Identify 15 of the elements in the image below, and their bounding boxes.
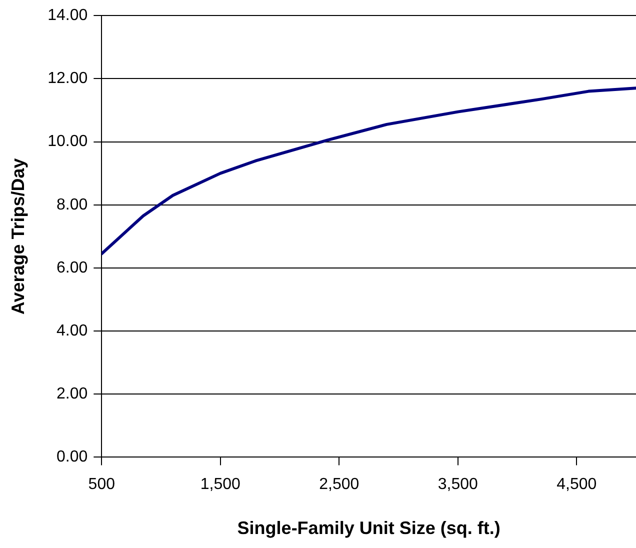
x-tick-label: 4,500 (556, 476, 597, 494)
x-tick-label: 2,500 (319, 476, 360, 494)
y-tick-label: 4.00 (56, 322, 88, 340)
y-tick-label: 12.00 (48, 70, 88, 88)
y-axis-title: Average Trips/Day (8, 158, 28, 315)
x-tick-label: 500 (88, 476, 116, 494)
y-tick-label: 8.00 (56, 196, 88, 214)
x-axis-title: Single-Family Unit Size (sq. ft.) (237, 518, 500, 538)
y-tick-label: 14.00 (48, 7, 88, 24)
x-tick-label: 3,500 (438, 476, 478, 494)
y-tick-label: 0.00 (56, 448, 88, 466)
y-tick-label: 10.00 (48, 133, 88, 150)
x-tick-label: 1,500 (200, 476, 241, 494)
y-tick-label: 2.00 (56, 386, 88, 403)
y-tick-label: 6.00 (56, 259, 88, 276)
